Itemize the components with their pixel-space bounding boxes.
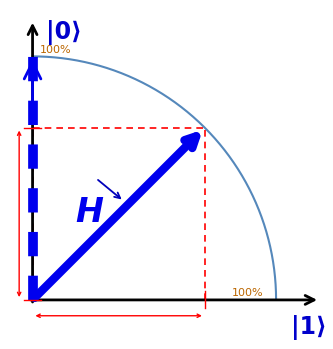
Text: 100%: 100% xyxy=(40,45,72,55)
Text: |0⟩: |0⟩ xyxy=(46,20,82,45)
Text: H: H xyxy=(75,196,103,229)
Text: 100%: 100% xyxy=(232,288,264,298)
Text: |1⟩: |1⟩ xyxy=(291,315,326,340)
